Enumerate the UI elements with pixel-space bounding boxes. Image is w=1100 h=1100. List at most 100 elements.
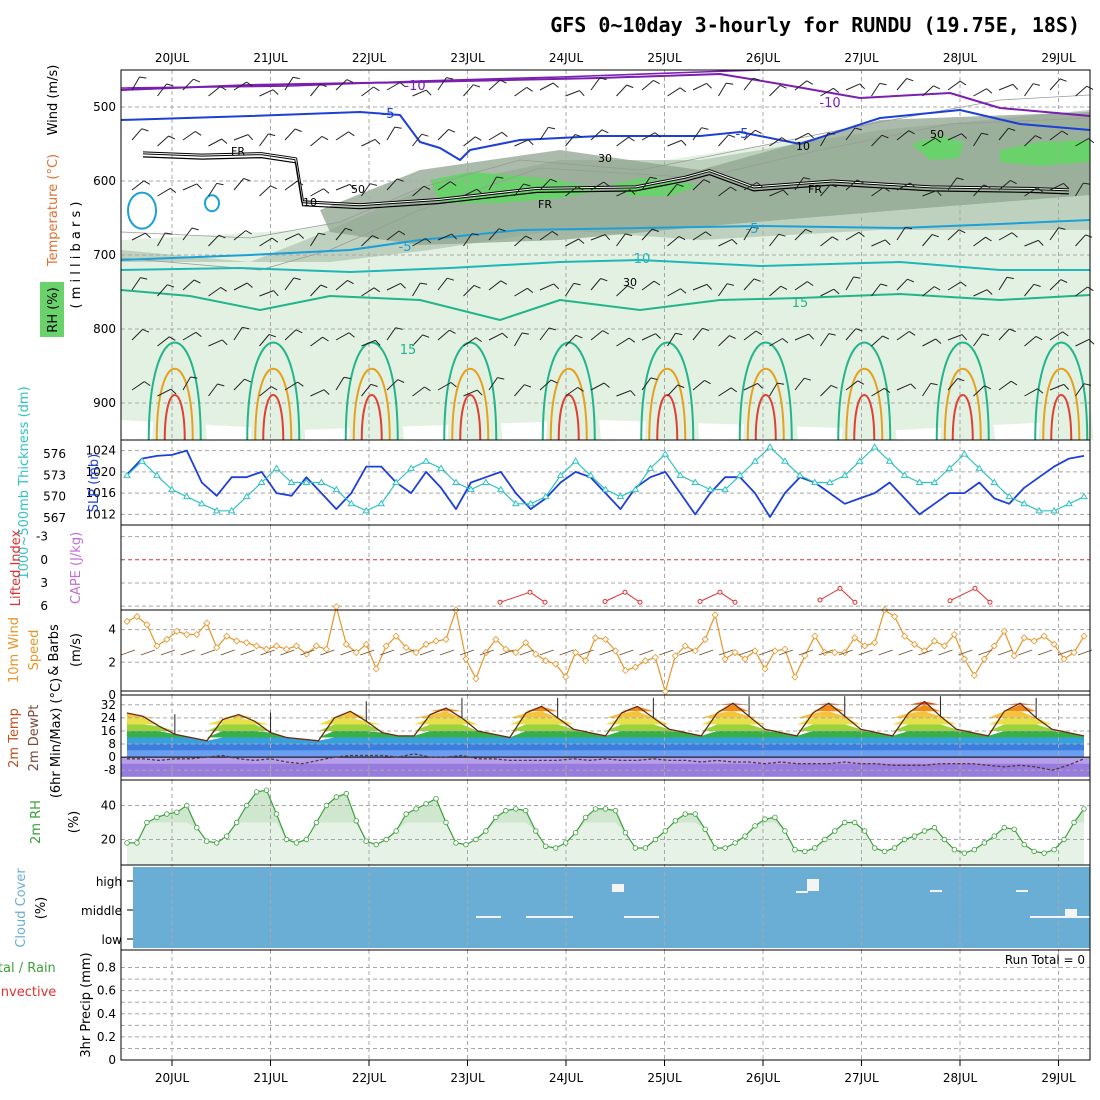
cloud-tick-label: middle	[81, 904, 122, 918]
wind-speed-marker	[871, 639, 879, 647]
wind-barb-staff	[131, 128, 143, 141]
thickness-marker	[586, 471, 595, 478]
rh-marker	[612, 807, 619, 814]
wind-barb-feather	[859, 83, 866, 90]
wind-barb-staff	[1024, 283, 1035, 297]
wind-speed-marker	[791, 673, 799, 681]
wind-barb-feather	[394, 126, 402, 129]
wind-barb-staff	[259, 386, 272, 397]
wind-barb-feather	[755, 330, 763, 336]
wind-barb-feather	[833, 288, 840, 295]
wind-barb-staff	[463, 337, 477, 347]
rh-marker	[273, 811, 280, 817]
date-label-top: 26JUL	[746, 51, 781, 65]
y-tick-label: 800	[93, 322, 116, 336]
wind-barb-feather	[243, 178, 251, 182]
wind-barb-feather	[396, 178, 404, 182]
wind-barb-feather	[881, 134, 889, 139]
wind-speed-marker	[462, 655, 470, 663]
wind-barb-feather	[625, 233, 633, 237]
wind-barb-staff	[463, 389, 478, 397]
wind-barb-staff	[208, 383, 218, 397]
lifted-index-line	[499, 591, 546, 603]
wind-barb-staff	[386, 282, 401, 291]
wind-barb-feather	[726, 82, 734, 85]
wind-barb-staff	[131, 277, 141, 291]
moisture-bl-area	[644, 290, 700, 440]
wind-barb-10m	[479, 649, 495, 656]
y-tick-label: 0	[108, 750, 116, 764]
thickness-marker	[825, 478, 834, 485]
wind-barb-staff	[208, 286, 222, 297]
wind-barb-staff	[131, 76, 140, 91]
wind-barb-staff	[310, 284, 322, 297]
wind-barb-staff	[769, 189, 784, 197]
slp-line	[126, 449, 1085, 518]
wind-barb-feather	[270, 386, 278, 391]
panel-frame-pcp	[120, 949, 1091, 1061]
wind-barb-staff	[947, 80, 961, 91]
wind-barb-10m	[958, 649, 973, 656]
wind-barb-feather	[374, 139, 381, 145]
wind-barb-staff	[284, 381, 298, 391]
rh-marker	[852, 819, 858, 826]
rh-marker	[413, 806, 419, 812]
rh-marker	[692, 811, 698, 817]
wind-barb-feather	[731, 239, 738, 245]
temp-contour-diurnal	[1042, 367, 1081, 441]
wind-barb-staff	[718, 387, 732, 397]
wind-barb-feather	[853, 276, 861, 279]
rh-marker	[303, 836, 310, 843]
wind-barb-feather	[599, 77, 607, 81]
wind-barb-10m	[220, 649, 235, 656]
wind-barb-feather	[906, 78, 914, 82]
rh-marker	[493, 814, 499, 821]
wind-barb-staff	[667, 288, 681, 297]
wind-speed-marker	[891, 612, 899, 621]
wind-barb-feather	[500, 280, 508, 285]
y2-tick-label: 570	[43, 490, 66, 504]
wind-barb-staff	[718, 82, 727, 97]
wind-barb-staff	[769, 85, 781, 97]
wind-barb-feather	[575, 334, 583, 339]
wind-speed-marker	[960, 655, 968, 663]
wind-barb-staff	[641, 80, 654, 91]
thickness-marker	[332, 485, 341, 493]
wind-speed-marker	[143, 621, 151, 629]
cloud-patch	[612, 884, 624, 892]
rh-marker	[393, 828, 399, 834]
frame-layer	[120, 69, 1091, 1066]
contour-label-rh: 10	[303, 196, 317, 209]
thickness-marker	[706, 485, 715, 493]
wind-barb-staff	[1024, 187, 1038, 197]
wind-barb-staff	[182, 227, 193, 241]
thickness-marker	[182, 492, 191, 500]
thickness-marker	[257, 478, 266, 485]
wind-speed-marker	[332, 603, 340, 611]
y-tick-label: 2	[108, 655, 116, 669]
wind-barb-10m	[818, 649, 833, 656]
date-label-top: 22JUL	[352, 51, 387, 65]
wind-barb-10m	[679, 649, 694, 656]
rh-marker	[1011, 826, 1017, 832]
moisture-bl-area	[546, 290, 601, 440]
wind-barb-feather	[755, 129, 762, 134]
thickness-marker	[661, 450, 670, 457]
wind-barb-staff	[437, 382, 452, 391]
rh-marker	[144, 819, 150, 826]
wind-barb-staff	[794, 333, 809, 341]
wind-barb-feather	[195, 331, 202, 337]
rh-marker	[742, 833, 748, 839]
temp-2m-line	[126, 700, 1085, 742]
wind-barb-feather	[1063, 183, 1069, 189]
thickness-marker	[751, 457, 759, 464]
wind-barb-staff	[310, 233, 319, 247]
wind-barb-feather	[833, 87, 840, 93]
wind-barb-feather	[473, 84, 481, 88]
wind-barb-staff	[259, 185, 271, 197]
y-tick-label: 0.8	[97, 961, 116, 975]
wind-barb-feather	[729, 335, 736, 339]
wind-barb-feather	[502, 332, 508, 339]
wind-barb-feather	[1038, 240, 1044, 246]
thickness-marker	[452, 478, 460, 485]
